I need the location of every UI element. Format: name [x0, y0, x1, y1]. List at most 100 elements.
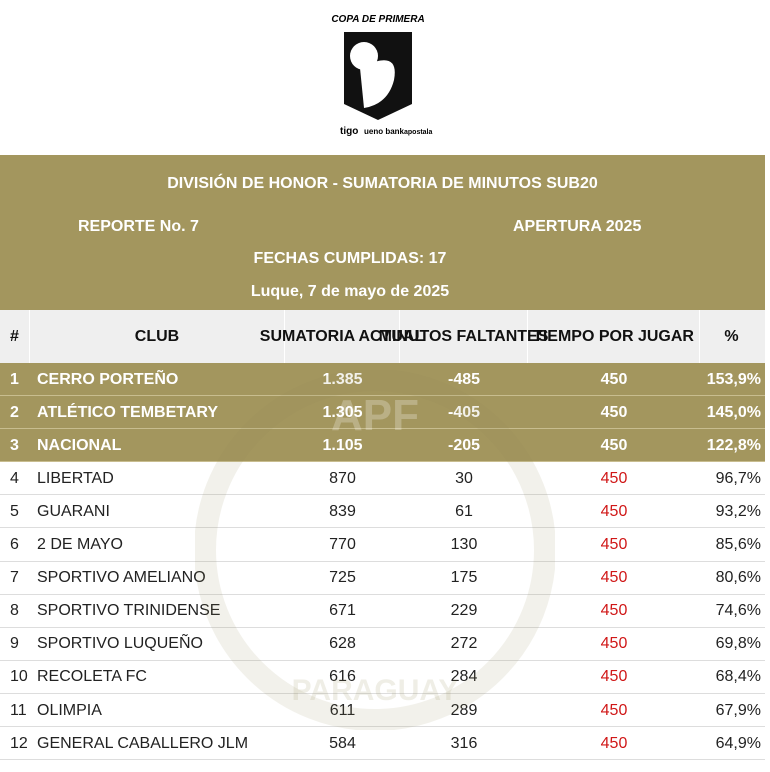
table-cell: 450 — [600, 502, 628, 520]
table-cell: 122,8% — [706, 436, 761, 454]
table-cell: 5 — [10, 502, 19, 520]
table-cell: 450 — [600, 602, 628, 620]
column-header: % — [724, 328, 739, 345]
table-cell: 96,7% — [715, 469, 761, 487]
table-row — [0, 594, 765, 628]
column-header: # — [0, 310, 30, 363]
sponsor: ueno bank — [364, 127, 405, 136]
report: REPORTE No. 7 — [78, 218, 199, 235]
logo-title: COPA DE PRIMERA — [331, 14, 424, 25]
table-cell: 450 — [600, 668, 628, 686]
table-cell: 4 — [10, 469, 19, 487]
table-cell: 2 DE MAYO — [37, 536, 123, 554]
column-header: TIEMPO POR JUGAR — [528, 310, 700, 363]
table-cell: 68,4% — [715, 668, 761, 686]
table-row — [0, 660, 765, 694]
table-row — [0, 429, 765, 463]
table-cell: GENERAL CABALLERO JLM — [37, 734, 249, 752]
table-row — [0, 694, 765, 728]
table-row — [0, 627, 765, 661]
table-cell: -485 — [447, 370, 481, 388]
table-cell: 7 — [10, 569, 19, 587]
table-cell: 2 — [10, 403, 19, 421]
table-cell: 284 — [450, 668, 478, 686]
table-cell: 3 — [10, 436, 19, 454]
table-cell: 450 — [600, 635, 628, 653]
table-cell: 450 — [600, 370, 628, 388]
column-header: MINUTOS FALTANTES — [379, 310, 548, 363]
table-cell: OLIMPIA — [37, 701, 102, 719]
table-cell: SPORTIVO LUQUEÑO — [37, 635, 203, 653]
logo: COPA DE PRIMERA tigo ueno bank apostala — [331, 14, 433, 137]
table-cell: 9 — [10, 635, 19, 653]
table-cell: RECOLETA FC — [37, 668, 147, 686]
table-row — [0, 495, 765, 529]
table-cell: 85,6% — [715, 536, 761, 554]
table-row — [0, 561, 765, 595]
table-cell: 770 — [329, 536, 356, 554]
table-row — [0, 396, 765, 430]
table-row — [0, 462, 765, 496]
table-cell: LIBERTAD — [37, 469, 114, 487]
table-cell: 671 — [329, 602, 356, 620]
table-cell: 64,9% — [715, 734, 761, 752]
table-cell: 1 — [10, 370, 19, 388]
table-cell: 584 — [329, 734, 356, 752]
table-cell: 30 — [455, 469, 473, 487]
sponsor: apostala — [404, 129, 433, 136]
table-cell: 316 — [450, 734, 478, 752]
table-cell: 870 — [329, 469, 356, 487]
table-cell: 74,6% — [715, 602, 761, 620]
column-header: CLUB — [30, 310, 285, 363]
table-cell: 450 — [600, 536, 628, 554]
table-cell: 93,2% — [715, 502, 761, 520]
table-cell: 450 — [600, 469, 628, 487]
table: # CLUB SUMATORIA ACTUAL MINUTOS FALTANTES TI… — [0, 310, 765, 765]
table-cell: 8 — [10, 602, 19, 620]
column-header: SUMATORIA ACTUAL — [260, 310, 424, 363]
table-cell: 11 — [10, 701, 27, 719]
table-cell: 80,6% — [715, 569, 761, 587]
table-cell: GUARANI — [37, 502, 110, 520]
sponsor: tigo — [340, 126, 358, 137]
table-cell: 10 — [10, 668, 28, 686]
table-cell: 272 — [450, 635, 478, 653]
table-cell: 616 — [329, 668, 356, 686]
table-cell: 611 — [329, 701, 356, 719]
table-cell: 450 — [600, 569, 628, 587]
table-cell: SPORTIVO AMELIANO — [37, 569, 206, 587]
table-cell: 69,8% — [715, 635, 761, 653]
table-cell: 1.105 — [322, 436, 363, 454]
table-cell: ATLÉTICO TEMBETARY — [37, 403, 219, 421]
table-cell: 6 — [10, 536, 19, 554]
table-cell: 153,9% — [706, 370, 761, 388]
matchdays: FECHAS CUMPLIDAS: 17 — [253, 250, 447, 267]
table-cell: 628 — [329, 635, 356, 653]
table-cell: 450 — [600, 436, 628, 454]
table-cell: NACIONAL — [37, 436, 122, 454]
table-row — [0, 727, 765, 761]
table-cell: 67,9% — [715, 701, 761, 719]
table-cell: 1.385 — [322, 370, 363, 388]
table-cell: 1.305 — [322, 403, 363, 421]
place-date: Luque, 7 de mayo de 2025 — [250, 283, 450, 300]
table-cell: -405 — [447, 403, 481, 421]
table-cell: SPORTIVO TRINIDENSE — [37, 602, 221, 620]
table-cell: -205 — [447, 436, 481, 454]
header-row — [0, 310, 765, 363]
table-cell: 289 — [450, 701, 478, 719]
table-cell: CERRO PORTEÑO — [37, 370, 179, 388]
table-cell: 61 — [455, 502, 473, 520]
table-row — [0, 528, 765, 562]
header-band: DIVISIÓN DE HONOR - SUMATORIA DE MINUTOS… — [0, 155, 765, 310]
table-cell: 450 — [600, 734, 628, 752]
table-cell: 175 — [450, 569, 478, 587]
header-title: DIVISIÓN DE HONOR - SUMATORIA DE MINUTOS… — [167, 175, 598, 192]
table-cell: 725 — [329, 569, 356, 587]
table-row — [0, 363, 765, 397]
table-cell: 450 — [600, 701, 628, 719]
table-cell: 12 — [10, 734, 28, 752]
table-cell: 130 — [450, 536, 478, 554]
season: APERTURA 2025 — [513, 218, 642, 235]
